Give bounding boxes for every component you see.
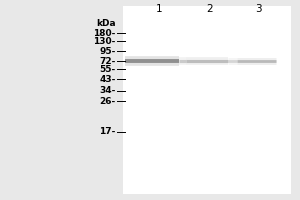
Text: 95-: 95- xyxy=(99,46,116,55)
Text: 17-: 17- xyxy=(99,128,116,136)
Text: 34-: 34- xyxy=(99,86,116,95)
Text: 180-: 180- xyxy=(93,28,116,38)
Text: 55-: 55- xyxy=(99,64,116,73)
Text: 26-: 26- xyxy=(99,97,116,106)
Text: 43-: 43- xyxy=(99,74,116,84)
Text: 3: 3 xyxy=(255,4,261,14)
FancyBboxPatch shape xyxy=(123,6,291,194)
Text: 1: 1 xyxy=(156,4,162,14)
Text: 130-: 130- xyxy=(93,36,116,46)
Text: kDa: kDa xyxy=(96,20,116,28)
Text: 72-: 72- xyxy=(99,56,116,66)
Text: 2: 2 xyxy=(207,4,213,14)
